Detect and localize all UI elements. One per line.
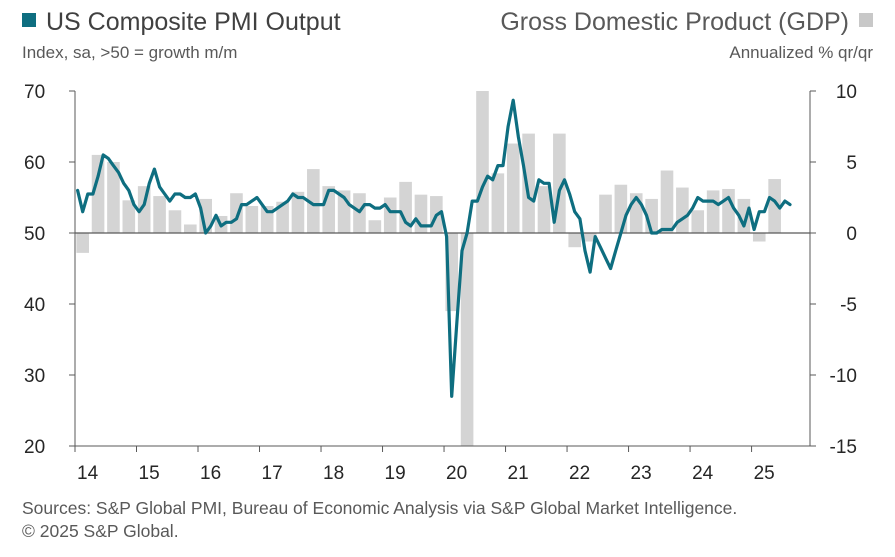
left-tick-label: 50	[24, 224, 45, 245]
footer-sources: Sources: S&P Global PMI, Bureau of Econo…	[22, 498, 738, 518]
right-tick-label: -10	[830, 366, 857, 387]
gdp-bar	[491, 173, 505, 233]
left-axis-subtitle: Index, sa, >50 = growth m/m	[22, 43, 238, 62]
gdp-bar	[752, 233, 766, 242]
right-tick-label: 10	[836, 82, 857, 103]
pmi-line	[75, 98, 792, 398]
gdp-bar	[583, 233, 597, 242]
footer: Sources: S&P Global PMI, Bureau of Econo…	[22, 497, 737, 543]
gdp-bar	[383, 197, 397, 233]
left-tick-label: 30	[24, 366, 45, 387]
gdp-bar	[691, 210, 705, 233]
gdp-bar	[568, 233, 582, 248]
right-axis-subtitle: Annualized % qr/qr	[729, 43, 873, 62]
pmi-legend-swatch	[22, 13, 36, 28]
x-tick-label: 22	[569, 463, 590, 484]
legend-pmi-label: US Composite PMI Output	[46, 8, 341, 36]
gdp-bar	[307, 169, 320, 233]
gdp-bar	[91, 154, 105, 233]
gdp-legend-swatch	[859, 13, 873, 28]
gdp-bar	[476, 91, 489, 233]
gdp-bar	[506, 143, 520, 233]
gdp-bar	[245, 206, 259, 233]
left-tick-label: 20	[24, 437, 45, 458]
gdp-bar	[706, 190, 720, 233]
gdp-bar	[537, 186, 551, 233]
gdp-bar	[399, 181, 412, 233]
x-tick-label: 15	[139, 463, 160, 484]
gdp-bar	[107, 162, 120, 233]
left-tick-label: 60	[24, 153, 45, 174]
axes-group: 20 30 40 50 60 70 -15 -10 -5 0 5 10 14 15 16 17 18 19 20 21…	[24, 82, 857, 484]
x-tick-label: 18	[323, 463, 344, 484]
gdp-bar	[184, 224, 197, 233]
gdp-bar	[660, 170, 674, 233]
x-tick-label: 21	[508, 463, 529, 484]
gdp-bar	[460, 233, 474, 446]
pmi-line-group	[75, 98, 792, 398]
x-tick-label: 17	[262, 463, 283, 484]
gdp-bar	[368, 220, 382, 233]
legend-gdp: Gross Domestic Product (GDP)	[500, 8, 873, 37]
left-tick-label: 40	[24, 295, 45, 316]
gdp-bar	[676, 187, 689, 233]
legend-gdp-label: Gross Domestic Product (GDP)	[500, 8, 849, 36]
x-tick-label: 23	[631, 463, 652, 484]
x-tick-label: 14	[77, 463, 99, 484]
gdp-bar	[768, 179, 781, 233]
right-tick-label: 0	[846, 224, 857, 245]
gdp-bar	[291, 191, 305, 233]
gdp-bar	[276, 201, 289, 233]
footer-copyright: © 2025 S&P Global.	[22, 521, 179, 541]
gdp-bar	[614, 184, 628, 233]
x-tick-label: 25	[754, 463, 775, 484]
gdp-bar	[168, 210, 182, 233]
x-tick-label: 19	[385, 463, 406, 484]
right-tick-label: -15	[830, 437, 857, 458]
gdp-bar	[76, 233, 89, 253]
x-tick-label: 16	[200, 463, 221, 484]
legend-pmi: US Composite PMI Output	[22, 8, 341, 37]
left-tick-label: 70	[24, 82, 45, 103]
gdp-bars	[76, 91, 781, 446]
right-tick-label: -5	[840, 295, 857, 316]
gdp-bar	[230, 193, 243, 233]
right-tick-label: 5	[846, 153, 857, 174]
gdp-bar	[737, 198, 751, 233]
gdp-bar	[122, 200, 136, 233]
gdp-bar	[722, 188, 735, 233]
gdp-bar	[599, 194, 612, 233]
gdp-bar	[153, 196, 166, 233]
gdp-bar	[522, 133, 535, 233]
x-tick-label: 20	[446, 463, 467, 484]
x-tick-label: 24	[692, 463, 714, 484]
